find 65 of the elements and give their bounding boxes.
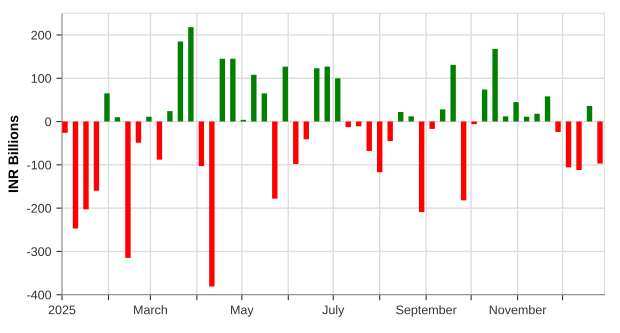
bar	[262, 93, 268, 122]
bar	[418, 122, 424, 212]
bar	[198, 122, 204, 166]
bar	[136, 122, 142, 143]
bar	[366, 122, 372, 151]
y-tick-label: -300	[27, 247, 52, 256]
bar	[524, 116, 530, 122]
bar	[335, 78, 340, 122]
bar	[440, 109, 446, 122]
x-tick-label: March	[134, 305, 167, 314]
bar	[356, 122, 362, 126]
bar	[346, 122, 351, 128]
y-tick-label: -100	[27, 160, 52, 170]
bar	[167, 111, 173, 122]
y-axis-title: INR Billions	[8, 116, 18, 192]
bar	[398, 112, 404, 122]
bar	[293, 122, 298, 164]
bar	[513, 102, 519, 122]
y-tick-label: -400	[27, 290, 52, 300]
bar	[188, 27, 194, 122]
bar	[104, 93, 110, 122]
bar	[534, 114, 540, 122]
bar	[502, 116, 508, 122]
bar	[272, 122, 278, 199]
x-tick-label: May	[231, 306, 254, 317]
bar	[450, 64, 456, 122]
bar	[544, 96, 550, 122]
bar	[220, 58, 226, 122]
bar	[230, 58, 236, 122]
bar	[125, 122, 131, 258]
bar	[83, 122, 89, 210]
y-tick-label: 0	[45, 117, 52, 126]
bar	[251, 74, 257, 122]
y-tick-label: 200	[31, 30, 52, 40]
bar	[282, 66, 288, 122]
bar	[586, 106, 592, 122]
bar	[114, 117, 120, 122]
y-tick-label: -200	[27, 204, 52, 213]
bar	[62, 122, 68, 133]
bar	[324, 66, 330, 122]
bar	[576, 122, 582, 170]
bar	[388, 122, 393, 142]
bar	[482, 90, 488, 122]
bar	[566, 122, 572, 168]
bar	[314, 68, 320, 122]
bar	[146, 116, 152, 122]
x-tick-label: July	[322, 305, 344, 317]
bar	[408, 116, 414, 122]
bar	[429, 122, 435, 129]
bar	[555, 122, 561, 132]
bar	[156, 122, 162, 160]
bar	[492, 48, 498, 122]
bar	[304, 122, 309, 140]
bar	[72, 122, 78, 228]
y-tick-label: 100	[32, 74, 52, 83]
bar	[178, 41, 184, 122]
bar	[471, 122, 477, 124]
bar	[597, 122, 603, 164]
bar	[460, 122, 466, 200]
bar	[377, 122, 382, 172]
x-tick-label: September	[396, 305, 457, 317]
x-tick-label: November	[490, 305, 546, 314]
bar	[209, 122, 215, 286]
bar	[94, 122, 100, 191]
x-tick-label: 2025	[48, 305, 76, 314]
